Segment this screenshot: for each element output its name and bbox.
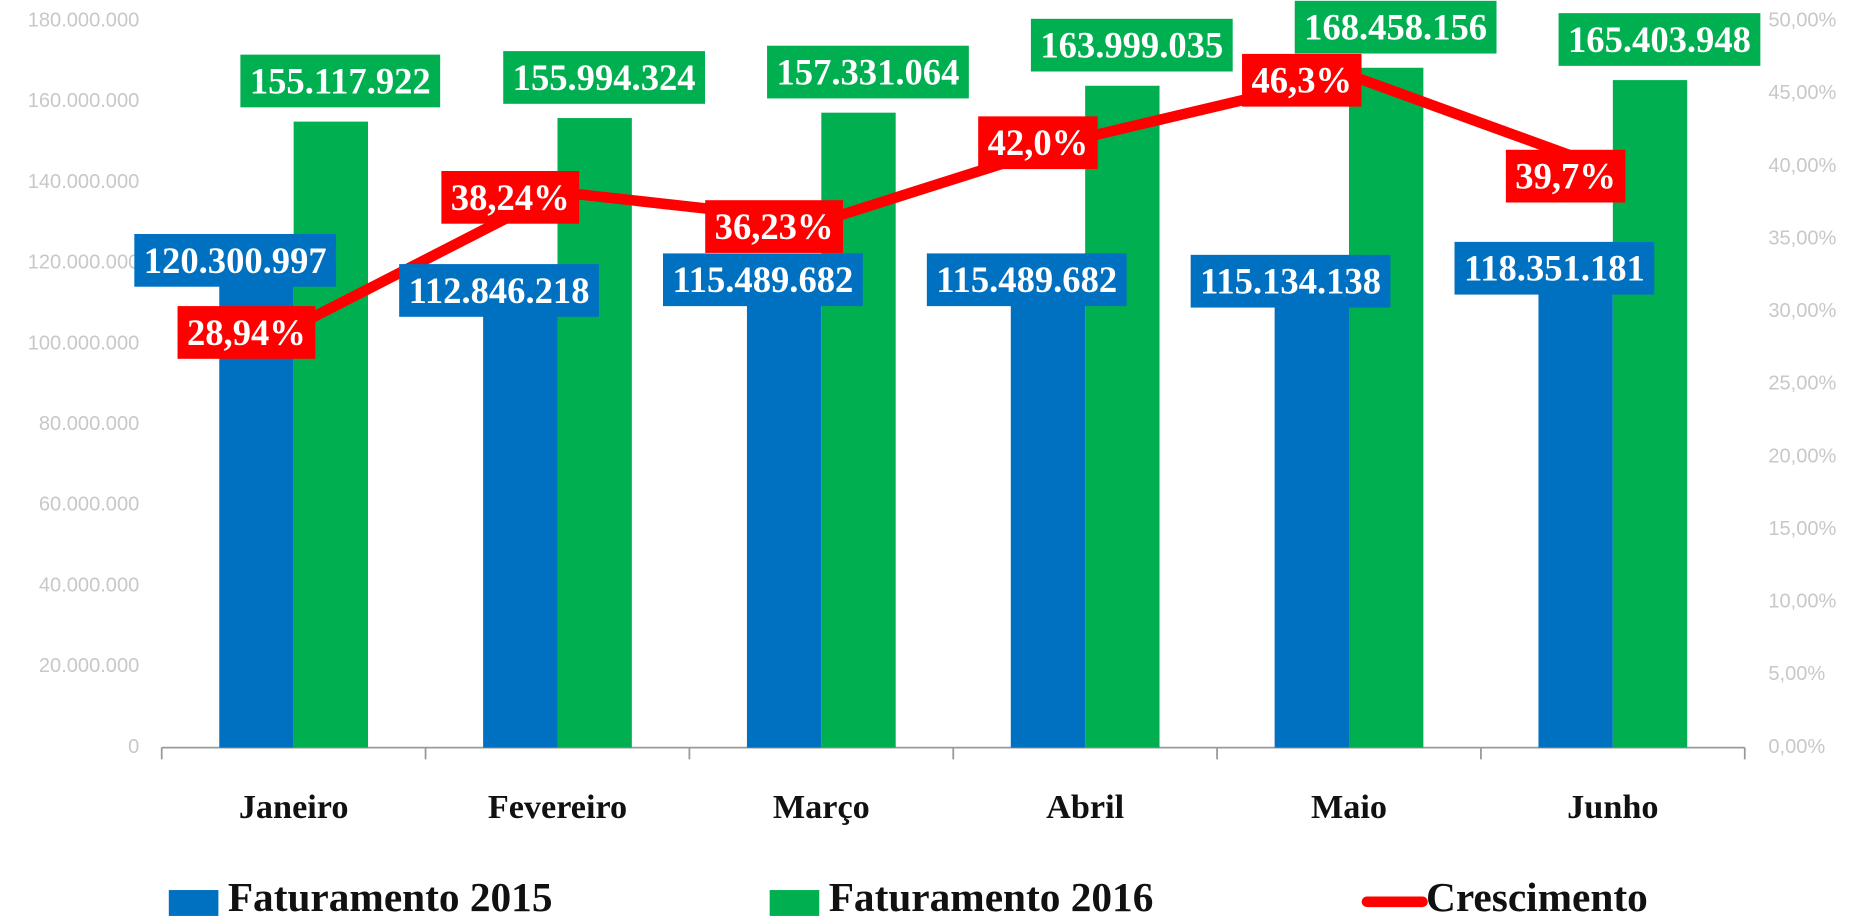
bar-label: 155.117.922 xyxy=(240,54,441,108)
x-tick-label: Fevereiro xyxy=(488,789,627,826)
legend-swatch xyxy=(769,890,820,916)
bar xyxy=(1348,67,1424,748)
y2-tick-label: 35,00% xyxy=(1768,227,1836,249)
label-box xyxy=(399,264,599,317)
y2-tick-label: 30,00% xyxy=(1768,300,1836,322)
bar xyxy=(1274,282,1349,748)
label-box xyxy=(177,306,316,359)
bar-label: 163.999.035 xyxy=(1030,18,1233,72)
y2-tick-label: 10,00% xyxy=(1768,591,1836,613)
y-tick-label: 180.000.000 xyxy=(28,10,140,32)
bar-label: 120.300.997 xyxy=(134,233,337,287)
y2-tick-label: 50,00% xyxy=(1768,10,1836,32)
bar-label: 115.489.682 xyxy=(663,253,863,307)
label-box xyxy=(767,45,969,99)
bar-label-text: 155.994.324 xyxy=(513,57,696,98)
y2-tick-label: 15,00% xyxy=(1768,518,1836,540)
bar xyxy=(1085,85,1160,748)
bar-label-text: 120.300.997 xyxy=(144,240,327,281)
bar-label-text: 115.134.138 xyxy=(1200,261,1381,302)
y2-tick-label: 40,00% xyxy=(1768,155,1836,177)
label-box xyxy=(1558,13,1761,66)
label-box xyxy=(978,116,1098,170)
x-tick-label: Junho xyxy=(1567,789,1658,826)
label-box xyxy=(705,200,843,253)
y2-tick-label: 25,00% xyxy=(1768,373,1836,395)
label-box xyxy=(134,233,337,287)
line-label-text: 46,3% xyxy=(1251,60,1352,101)
y2-tick-label: 45,00% xyxy=(1768,82,1836,104)
line-label: 42,0% xyxy=(978,116,1098,170)
legend-swatch xyxy=(168,890,219,916)
line-label-text: 38,24% xyxy=(451,177,570,218)
y-tick-label: 40.000.000 xyxy=(39,574,139,596)
bar-label: 115.489.682 xyxy=(926,253,1127,307)
bar-label: 155.994.324 xyxy=(503,51,706,104)
y-tick-label: 160.000.000 xyxy=(28,90,140,112)
y2-tick-label: 5,00% xyxy=(1768,663,1825,685)
y-tick-label: 80.000.000 xyxy=(39,413,139,435)
label-box xyxy=(441,170,580,224)
label-box xyxy=(503,51,706,104)
x-tick-label: Abril xyxy=(1046,789,1124,826)
line-label-text: 36,23% xyxy=(715,206,834,247)
bar xyxy=(1538,269,1613,748)
label-box xyxy=(1242,53,1362,107)
label-box xyxy=(1454,241,1655,295)
bar-label: 115.134.138 xyxy=(1190,254,1391,308)
bar-label: 112.846.218 xyxy=(399,264,599,317)
line-label-text: 28,94% xyxy=(187,312,306,353)
label-box xyxy=(1505,149,1626,203)
bar xyxy=(746,281,822,748)
bar-label-text: 157.331.064 xyxy=(776,52,959,93)
y2-tick-label: 20,00% xyxy=(1768,445,1836,467)
x-tick-label: Janeiro xyxy=(239,789,349,826)
bar xyxy=(1010,281,1086,748)
bar-label: 118.351.181 xyxy=(1454,241,1655,295)
line-label: 36,23% xyxy=(705,200,843,253)
line-label: 38,24% xyxy=(441,170,580,224)
bar-label-text: 115.489.682 xyxy=(936,259,1117,300)
bar-label-text: 115.489.682 xyxy=(672,259,853,300)
y-tick-label: 140.000.000 xyxy=(28,171,140,193)
y-tick-label: 0 xyxy=(128,736,139,758)
label-box xyxy=(926,253,1127,307)
legend-label: Faturamento 2015 xyxy=(228,874,553,920)
line-label-text: 39,7% xyxy=(1515,156,1616,197)
x-tick-label: Março xyxy=(773,789,870,826)
bar-label-text: 118.351.181 xyxy=(1464,248,1645,289)
y-tick-label: 100.000.000 xyxy=(28,332,140,354)
y-tick-label: 20.000.000 xyxy=(39,655,139,677)
y-tick-label: 120.000.000 xyxy=(28,252,140,274)
bar xyxy=(483,292,558,748)
bar-label-text: 165.403.948 xyxy=(1568,19,1751,60)
bar-label-text: 163.999.035 xyxy=(1040,25,1223,66)
label-box xyxy=(1030,18,1233,72)
line-label: 28,94% xyxy=(177,306,316,359)
bar-label: 165.403.948 xyxy=(1558,13,1761,66)
line-label: 46,3% xyxy=(1242,53,1362,107)
legend-label: Crescimento xyxy=(1426,874,1648,920)
x-tick-label: Maio xyxy=(1311,789,1387,826)
bar-label: 168.458.156 xyxy=(1294,0,1497,54)
label-box xyxy=(663,253,863,307)
bar-label-text: 155.117.922 xyxy=(250,61,431,102)
bar xyxy=(293,121,369,748)
line-label: 39,7% xyxy=(1505,149,1626,203)
y-tick-label: 60.000.000 xyxy=(39,494,139,516)
legend-label: Faturamento 2016 xyxy=(829,874,1154,920)
line-label-text: 42,0% xyxy=(988,122,1089,163)
label-box xyxy=(240,54,441,108)
label-box xyxy=(1294,0,1497,54)
bar-label-text: 168.458.156 xyxy=(1304,7,1487,48)
y2-tick-label: 0,00% xyxy=(1768,736,1825,758)
bar-label-text: 112.846.218 xyxy=(409,270,590,311)
bar-label: 157.331.064 xyxy=(767,45,969,99)
label-box xyxy=(1190,254,1391,308)
